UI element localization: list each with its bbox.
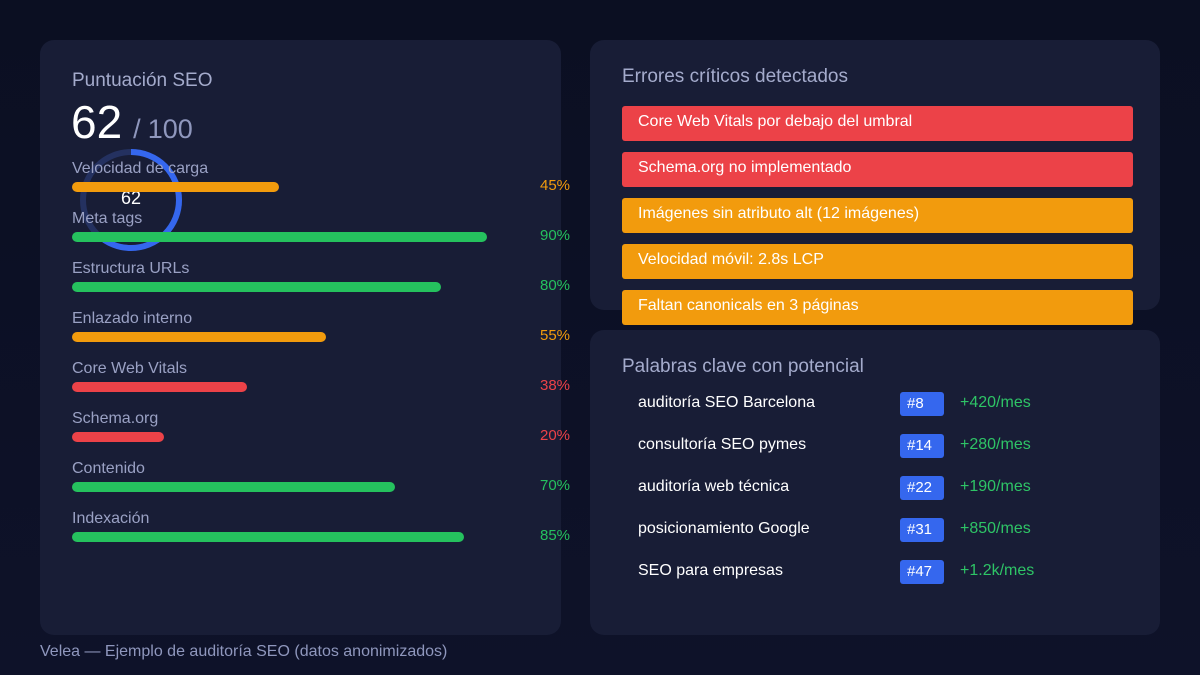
metric-row: Indexación 85% — [72, 510, 570, 550]
keyword-text: auditoría web técnica — [638, 478, 790, 495]
score-separator: / — [133, 114, 141, 144]
metric-percent: 38% — [540, 377, 571, 394]
critical-errors-card: Errores críticos detectados Core Web Vit… — [590, 40, 1160, 325]
metric-label: Estructura URLs — [72, 260, 190, 277]
metric-label: Core Web Vitals — [72, 360, 188, 377]
gauge-arc — [80, 149, 182, 251]
keywords-card: Palabras clave con potencial auditoría S… — [590, 330, 1160, 635]
keywords-card-title: Palabras clave con potencial — [622, 356, 864, 377]
score-line: 62 / 100 — [71, 95, 193, 149]
metric-percent: 45% — [540, 177, 571, 194]
metric-percent: 70% — [540, 477, 571, 494]
errors-card-title: Errores críticos detectados — [622, 66, 848, 87]
metric-bar — [72, 482, 395, 492]
metric-label: Contenido — [72, 460, 145, 477]
metric-percent: 85% — [540, 527, 571, 544]
keyword-rank-badge: #47 — [900, 560, 944, 584]
metric-bar — [72, 332, 326, 342]
error-item: Faltan canonicals en 3 páginas — [622, 290, 1133, 325]
score-value: 62 — [71, 96, 123, 148]
metric-label: Enlazado interno — [72, 310, 193, 327]
metric-percent: 90% — [540, 227, 571, 244]
metric-row: Core Web Vitals 38% — [72, 360, 570, 400]
metric-label: Velocidad de carga — [72, 160, 209, 177]
error-item: Core Web Vitals por debajo del umbral — [622, 106, 1133, 141]
score-max: 100 — [147, 114, 193, 144]
metric-bar — [72, 282, 441, 292]
keyword-row: auditoría web técnica #22 +190/mes — [638, 476, 1118, 500]
keyword-row: auditoría SEO Barcelona #8 +420/mes — [638, 392, 1118, 416]
metric-bar — [72, 432, 164, 442]
gauge-label: 62 — [120, 188, 142, 208]
metric-label: Schema.org — [72, 410, 159, 427]
keyword-row: SEO para empresas #47 +1.2k/mes — [638, 560, 1118, 584]
seo-score-card: Puntuación SEO 62 / 100 62 Velocidad de … — [40, 40, 570, 635]
error-item: Velocidad móvil: 2.8s LCP — [622, 244, 1133, 279]
keyword-rank-badge: #14 — [900, 434, 944, 458]
keyword-rank-badge: #22 — [900, 476, 944, 500]
keyword-text: SEO para empresas — [638, 562, 783, 579]
keyword-gain: +420/mes — [960, 394, 1031, 411]
keyword-rank-badge: #8 — [900, 392, 944, 416]
keyword-gain: +850/mes — [960, 520, 1031, 537]
metric-label: Meta tags — [72, 210, 143, 227]
score-gauge — [80, 149, 182, 251]
error-item: Schema.org no implementado — [622, 152, 1133, 187]
error-item: Imágenes sin atributo alt (12 imágenes) — [622, 198, 1133, 233]
keyword-text: consultoría SEO pymes — [638, 436, 807, 453]
metric-bar — [72, 182, 279, 192]
metric-row: Meta tags 90% — [72, 210, 570, 250]
metric-bar — [72, 382, 247, 392]
keyword-gain: +280/mes — [960, 436, 1031, 453]
metric-percent: 20% — [540, 427, 571, 444]
metric-row: Velocidad de carga 45% — [72, 160, 570, 200]
keyword-rank-badge: #31 — [900, 518, 944, 542]
metric-percent: 55% — [540, 327, 571, 344]
keyword-gain: +1.2k/mes — [960, 562, 1035, 579]
metric-label: Indexación — [72, 510, 150, 527]
score-card-title: Puntuación SEO — [72, 70, 213, 91]
keyword-row: consultoría SEO pymes #14 +280/mes — [638, 434, 1118, 458]
keyword-text: posicionamiento Google — [638, 520, 810, 537]
metric-row: Schema.org 20% — [72, 410, 570, 450]
metric-row: Contenido 70% — [72, 460, 570, 500]
footer-caption: Velea — Ejemplo de auditoría SEO (datos … — [40, 643, 448, 660]
metric-row: Estructura URLs 80% — [72, 260, 570, 300]
keyword-row: posicionamiento Google #31 +850/mes — [638, 518, 1118, 542]
metric-bar — [72, 532, 464, 542]
metric-bar — [72, 232, 487, 242]
metric-row: Enlazado interno 55% — [72, 310, 570, 350]
metric-percent: 80% — [540, 277, 571, 294]
keyword-text: auditoría SEO Barcelona — [638, 394, 815, 411]
keyword-gain: +190/mes — [960, 478, 1031, 495]
